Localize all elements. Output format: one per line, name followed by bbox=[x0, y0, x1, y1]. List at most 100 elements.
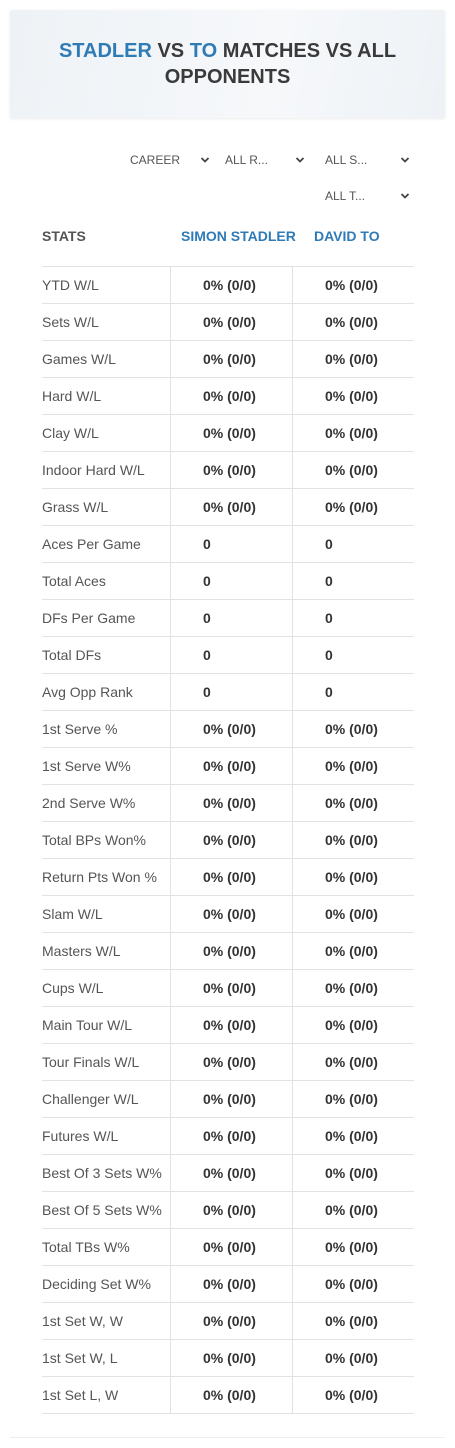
stat-label: 1st Set W, L bbox=[42, 1339, 171, 1377]
stat-value: 0% (0/0) bbox=[169, 1339, 293, 1377]
filter-dropdown[interactable]: ALL R... bbox=[225, 150, 305, 170]
stats-table: YTD W/L 0% (0/0) 0% (0/0) Sets W/L 0% (0/0) 0… bbox=[42, 266, 414, 1414]
stat-row: 2nd Serve W% 0% (0/0) 0% (0/0) bbox=[42, 784, 414, 822]
stat-value: 0 bbox=[169, 525, 293, 563]
stat-row: Deciding Set W% 0% (0/0) 0% (0/0) bbox=[42, 1265, 414, 1303]
stat-value: 0 bbox=[291, 525, 414, 563]
stat-label: 1st Set L, W bbox=[42, 1376, 171, 1414]
stat-label: Grass W/L bbox=[42, 488, 171, 526]
stat-label: Deciding Set W% bbox=[42, 1265, 171, 1303]
filter-dropdown[interactable]: CAREER bbox=[130, 150, 210, 170]
stat-row: 1st Set L, W 0% (0/0) 0% (0/0) bbox=[42, 1376, 414, 1414]
stat-value: 0% (0/0) bbox=[291, 858, 414, 896]
stat-label: Total Aces bbox=[42, 562, 171, 600]
chevron bbox=[400, 193, 410, 199]
stat-label: Cups W/L bbox=[42, 969, 171, 1007]
stat-label: Return Pts Won % bbox=[42, 858, 171, 896]
stat-label: Main Tour W/L bbox=[42, 1006, 171, 1044]
table-body: YTD W/L 0% (0/0) 0% (0/0) Sets W/L 0% (0/0) 0… bbox=[42, 266, 414, 1414]
stat-value: 0% (0/0) bbox=[169, 932, 293, 970]
stat-value: 0% (0/0) bbox=[291, 1339, 414, 1377]
stat-row: Challenger W/L 0% (0/0) 0% (0/0) bbox=[42, 1080, 414, 1118]
stat-value: 0% (0/0) bbox=[169, 969, 293, 1007]
stat-value: 0% (0/0) bbox=[291, 710, 414, 748]
stat-value: 0% (0/0) bbox=[169, 1376, 293, 1414]
stat-value: 0 bbox=[291, 636, 414, 674]
stat-value: 0% (0/0) bbox=[169, 414, 293, 452]
stat-value: 0% (0/0) bbox=[291, 1228, 414, 1266]
stat-row: Total BPs Won% 0% (0/0) 0% (0/0) bbox=[42, 821, 414, 859]
stat-value: 0% (0/0) bbox=[291, 895, 414, 933]
stat-label: Sets W/L bbox=[42, 303, 171, 341]
stat-label: 1st Set W, W bbox=[42, 1302, 171, 1340]
chevron bbox=[400, 157, 410, 163]
stat-value: 0% (0/0) bbox=[291, 1191, 414, 1229]
chevron-icon bbox=[400, 193, 410, 199]
stat-row: Aces Per Game 0 0 bbox=[42, 525, 414, 563]
stat-value: 0% (0/0) bbox=[169, 1302, 293, 1340]
filter-dropdown[interactable]: ALL T... bbox=[325, 186, 410, 206]
stat-value: 0% (0/0) bbox=[169, 1265, 293, 1303]
stat-value: 0% (0/0) bbox=[291, 340, 414, 378]
header-card: STADLER VS TO MATCHES VS ALL OPPONENTS bbox=[10, 10, 445, 118]
stat-value: 0% (0/0) bbox=[169, 1080, 293, 1118]
stat-value: 0 bbox=[169, 636, 293, 674]
stat-label: Tour Finals W/L bbox=[42, 1043, 171, 1081]
table-header: STATS SIMON STADLER DAVID TO bbox=[42, 228, 414, 248]
stat-value: 0% (0/0) bbox=[291, 747, 414, 785]
stat-value: 0% (0/0) bbox=[291, 1154, 414, 1192]
stat-value: 0% (0/0) bbox=[169, 488, 293, 526]
stat-label: Challenger W/L bbox=[42, 1080, 171, 1118]
player-b: TO bbox=[189, 40, 218, 62]
stat-value: 0% (0/0) bbox=[291, 1006, 414, 1044]
title-rest: MATCHES VS ALL OPPONENTS bbox=[164, 40, 397, 88]
stat-value: 0% (0/0) bbox=[169, 784, 293, 822]
stat-value: 0% (0/0) bbox=[291, 377, 414, 415]
stat-row: Slam W/L 0% (0/0) 0% (0/0) bbox=[42, 895, 414, 933]
stat-row: Hard W/L 0% (0/0) 0% (0/0) bbox=[42, 377, 414, 415]
stat-label: Best Of 5 Sets W% bbox=[42, 1191, 171, 1229]
stat-label: Masters W/L bbox=[42, 932, 171, 970]
divider bbox=[10, 1437, 445, 1438]
stat-row: 1st Set W, W 0% (0/0) 0% (0/0) bbox=[42, 1302, 414, 1340]
stat-value: 0% (0/0) bbox=[169, 451, 293, 489]
stat-row: Clay W/L 0% (0/0) 0% (0/0) bbox=[42, 414, 414, 452]
filter-label: ALL T... bbox=[325, 189, 366, 203]
chevron bbox=[295, 157, 305, 163]
stat-label: Best Of 3 Sets W% bbox=[42, 1154, 171, 1192]
stat-value: 0% (0/0) bbox=[291, 1043, 414, 1081]
stat-label: YTD W/L bbox=[42, 266, 171, 304]
stat-value: 0% (0/0) bbox=[291, 1117, 414, 1155]
stat-value: 0 bbox=[291, 599, 414, 637]
stat-row: Main Tour W/L 0% (0/0) 0% (0/0) bbox=[42, 1006, 414, 1044]
stat-value: 0 bbox=[169, 673, 293, 711]
stat-value: 0% (0/0) bbox=[291, 303, 414, 341]
stat-row: Tour Finals W/L 0% (0/0) 0% (0/0) bbox=[42, 1043, 414, 1081]
stat-value: 0% (0/0) bbox=[291, 784, 414, 822]
stat-label: Indoor Hard W/L bbox=[42, 451, 171, 489]
chevron-icon bbox=[200, 157, 210, 163]
filter-label: ALL S... bbox=[325, 153, 368, 167]
stat-row: Total TBs W% 0% (0/0) 0% (0/0) bbox=[42, 1228, 414, 1266]
stat-label: Total TBs W% bbox=[42, 1228, 171, 1266]
stat-label: Total DFs bbox=[42, 636, 171, 674]
stat-value: 0% (0/0) bbox=[291, 266, 414, 304]
filter-dropdown[interactable]: ALL S... bbox=[325, 150, 410, 170]
stat-row: 1st Serve % 0% (0/0) 0% (0/0) bbox=[42, 710, 414, 748]
stat-value: 0% (0/0) bbox=[291, 969, 414, 1007]
stat-row: 1st Set W, L 0% (0/0) 0% (0/0) bbox=[42, 1339, 414, 1377]
stat-value: 0% (0/0) bbox=[169, 1006, 293, 1044]
stat-row: Total Aces 0 0 bbox=[42, 562, 414, 600]
player-a: STADLER bbox=[58, 40, 152, 62]
stat-label: 2nd Serve W% bbox=[42, 784, 171, 822]
stat-value: 0% (0/0) bbox=[169, 1228, 293, 1266]
stat-value: 0% (0/0) bbox=[169, 303, 293, 341]
stat-label: Futures W/L bbox=[42, 1117, 171, 1155]
stat-value: 0 bbox=[291, 562, 414, 600]
stat-value: 0 bbox=[291, 673, 414, 711]
stat-label: Aces Per Game bbox=[42, 525, 171, 563]
stat-row: Total DFs 0 0 bbox=[42, 636, 414, 674]
stat-row: Avg Opp Rank 0 0 bbox=[42, 673, 414, 711]
stat-row: 1st Serve W% 0% (0/0) 0% (0/0) bbox=[42, 747, 414, 785]
